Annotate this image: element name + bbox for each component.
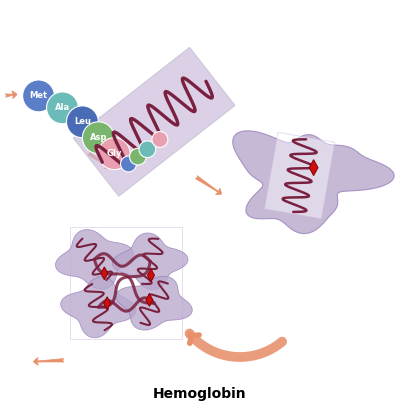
Polygon shape [104,297,111,310]
Polygon shape [116,276,192,330]
Circle shape [82,122,114,154]
Polygon shape [146,294,153,306]
Circle shape [152,132,168,147]
Polygon shape [56,230,133,289]
Polygon shape [73,47,235,196]
Polygon shape [233,131,394,233]
Text: Met: Met [30,91,48,101]
Text: Hemoglobin: Hemoglobin [153,387,247,401]
Circle shape [139,141,156,158]
Circle shape [130,148,146,165]
Text: Leu: Leu [74,117,91,126]
Text: Ala: Ala [55,103,70,112]
Circle shape [98,138,130,170]
Polygon shape [309,160,318,176]
Circle shape [23,80,54,112]
Polygon shape [61,277,136,338]
Polygon shape [56,94,80,126]
Circle shape [46,92,78,124]
Text: Gly: Gly [107,149,122,158]
Text: Asp: Asp [90,133,107,142]
Polygon shape [264,132,335,219]
Circle shape [66,106,98,138]
Polygon shape [112,233,188,290]
Polygon shape [101,267,108,279]
Polygon shape [148,269,154,282]
Circle shape [120,156,136,172]
